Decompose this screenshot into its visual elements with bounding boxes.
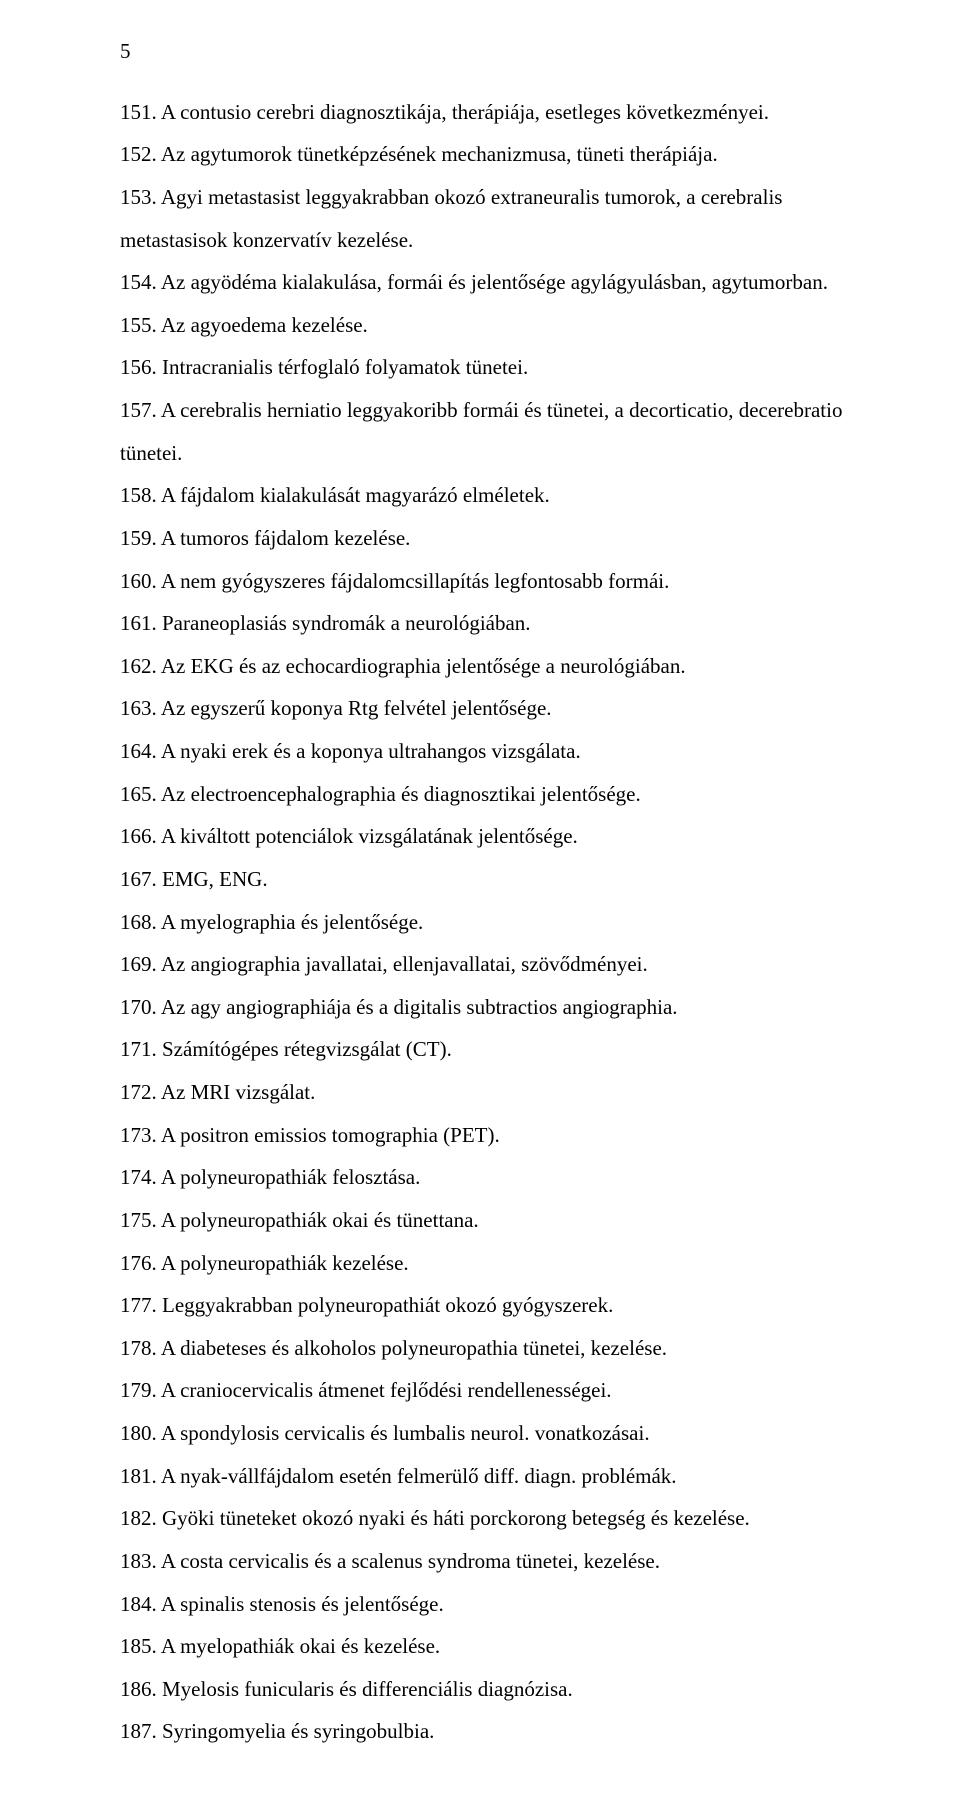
list-item: 162. Az EKG és az echocardiographia jele… <box>120 645 850 688</box>
list-item: 184. A spinalis stenosis és jelentősége. <box>120 1583 850 1626</box>
list-item: 176. A polyneuropathiák kezelése. <box>120 1242 850 1285</box>
list-item: 158. A fájdalom kialakulását magyarázó e… <box>120 474 850 517</box>
list-item: 183. A costa cervicalis és a scalenus sy… <box>120 1540 850 1583</box>
list-item: 156. Intracranialis térfoglaló folyamato… <box>120 346 850 389</box>
items-list: 151. A contusio cerebri diagnosztikája, … <box>120 91 850 1753</box>
list-item: 172. Az MRI vizsgálat. <box>120 1071 850 1114</box>
list-item: 163. Az egyszerű koponya Rtg felvétel je… <box>120 687 850 730</box>
list-item: 179. A craniocervicalis átmenet fejlődés… <box>120 1369 850 1412</box>
list-item: 165. Az electroencephalographia és diagn… <box>120 773 850 816</box>
list-item: 154. Az agyödéma kialakulása, formái és … <box>120 261 850 304</box>
list-item: 155. Az agyoedema kezelése. <box>120 304 850 347</box>
list-item: 166. A kiváltott potenciálok vizsgálatán… <box>120 815 850 858</box>
list-item: 173. A positron emissios tomographia (PE… <box>120 1114 850 1157</box>
list-item: 168. A myelographia és jelentősége. <box>120 901 850 944</box>
list-item: 174. A polyneuropathiák felosztása. <box>120 1156 850 1199</box>
list-item: 157. A cerebralis herniatio leggyakoribb… <box>120 389 850 474</box>
list-item: 159. A tumoros fájdalom kezelése. <box>120 517 850 560</box>
list-item: 178. A diabeteses és alkoholos polyneuro… <box>120 1327 850 1370</box>
list-item: 153. Agyi metastasist leggyakrabban okoz… <box>120 176 850 261</box>
page-number: 5 <box>120 30 850 73</box>
list-item: 181. A nyak-vállfájdalom esetén felmerül… <box>120 1455 850 1498</box>
list-item: 175. A polyneuropathiák okai és tünettan… <box>120 1199 850 1242</box>
list-item: 151. A contusio cerebri diagnosztikája, … <box>120 91 850 134</box>
list-item: 164. A nyaki erek és a koponya ultrahang… <box>120 730 850 773</box>
list-item: 180. A spondylosis cervicalis és lumbali… <box>120 1412 850 1455</box>
list-item: 187. Syringomyelia és syringobulbia. <box>120 1710 850 1753</box>
list-item: 152. Az agytumorok tünetképzésének mecha… <box>120 133 850 176</box>
list-item: 167. EMG, ENG. <box>120 858 850 901</box>
list-item: 186. Myelosis funicularis és differenciá… <box>120 1668 850 1711</box>
list-item: 185. A myelopathiák okai és kezelése. <box>120 1625 850 1668</box>
list-item: 170. Az agy angiographiája és a digitali… <box>120 986 850 1029</box>
list-item: 171. Számítógépes rétegvizsgálat (CT). <box>120 1028 850 1071</box>
document-page: 5 151. A contusio cerebri diagnosztikája… <box>0 0 960 1813</box>
list-item: 161. Paraneoplasiás syndromák a neurológ… <box>120 602 850 645</box>
list-item: 182. Gyöki tüneteket okozó nyaki és háti… <box>120 1497 850 1540</box>
list-item: 169. Az angiographia javallatai, ellenja… <box>120 943 850 986</box>
list-item: 177. Leggyakrabban polyneuropathiát okoz… <box>120 1284 850 1327</box>
list-item: 160. A nem gyógyszeres fájdalomcsillapít… <box>120 560 850 603</box>
